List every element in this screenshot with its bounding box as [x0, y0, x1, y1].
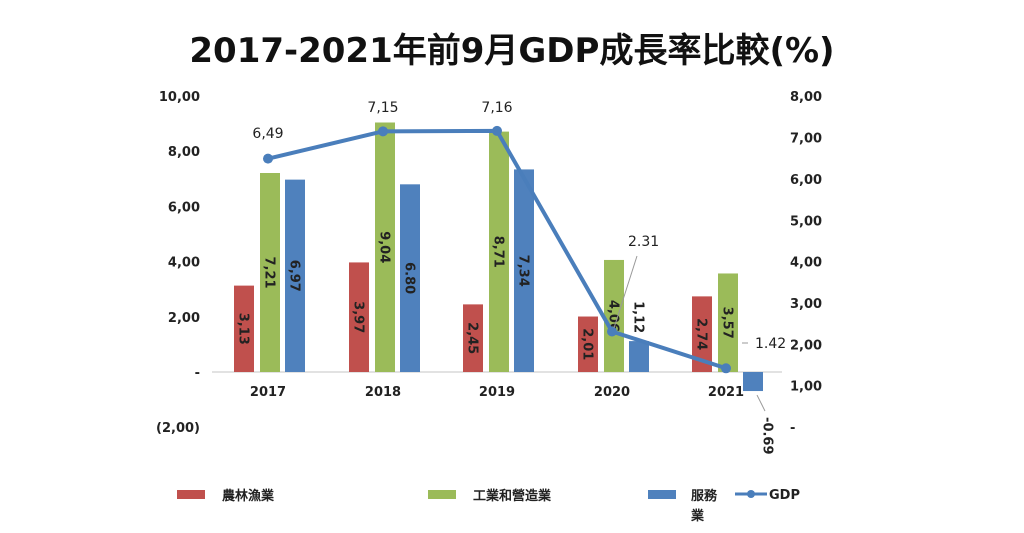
gdp-data-label: 7,16: [481, 100, 512, 116]
bar-data-label: -0.69: [760, 417, 775, 454]
legend-label: 工業和營造業: [473, 488, 552, 504]
chart-title: 2017-2021年前9月GDP成長率比較(%): [189, 31, 834, 71]
legend-label: 服務: [691, 488, 718, 504]
bar-服務業: [285, 179, 305, 372]
gdp-point: [263, 153, 273, 164]
bar-服務業: [629, 341, 649, 372]
leader-line: [613, 255, 638, 329]
gdp-data-label: 2.31: [628, 234, 659, 250]
right-axis-tick: 5,00: [790, 214, 822, 229]
right-axis-tick: 8,00: [790, 90, 822, 105]
x-axis-tick: 2020: [594, 385, 630, 400]
bar-工業和營造業: [604, 259, 624, 372]
legend-marker: [747, 490, 755, 498]
bar-服務業: [400, 184, 420, 372]
bar-農林漁業: [463, 304, 483, 372]
bar-data-label: 3,97: [351, 301, 366, 333]
bar-工業和營造業: [489, 131, 509, 372]
bar-data-label: 7,34: [516, 255, 531, 287]
bar-data-label: 1,12: [631, 301, 646, 333]
bar-data-label: 8,71: [491, 236, 506, 268]
right-axis-tick: 2,00: [790, 338, 822, 353]
x-axis-tick: 2018: [365, 385, 401, 400]
gdp-data-label: 6,49: [252, 126, 283, 142]
bar-data-label: 2,01: [580, 328, 595, 360]
bar-工業和營造業: [260, 173, 280, 372]
left-axis-tick: 4,00: [168, 256, 200, 271]
bar-data-label: 3,57: [720, 307, 735, 339]
bar-農林漁業: [349, 262, 369, 372]
bar-data-label: 7,21: [262, 256, 277, 288]
bar-data-label: 9,04: [377, 231, 392, 263]
bar-data-label: 3,13: [236, 313, 251, 345]
left-axis-tick: (2,00): [156, 421, 200, 436]
bar-data-label: 2,45: [465, 322, 480, 354]
left-axis-tick: 10,00: [159, 90, 200, 105]
bar-data-label: 6.80: [402, 262, 417, 294]
right-axis-tick: 4,00: [790, 256, 822, 271]
gdp-point: [492, 125, 502, 136]
legend-label: 農林漁業: [222, 488, 275, 504]
left-axis-tick: 6,00: [168, 200, 200, 215]
left-axis-tick: -: [195, 366, 200, 381]
right-axis-tick: -: [790, 421, 795, 436]
legend-swatch: [648, 490, 676, 499]
bar-農林漁業: [234, 285, 254, 372]
bar-工業和營造業: [718, 273, 738, 372]
bar-服務業: [743, 372, 763, 392]
x-axis-tick: 2019: [479, 385, 515, 400]
gdp-point: [607, 326, 617, 337]
gdp-point: [378, 126, 388, 137]
leader-line: [756, 394, 766, 412]
x-axis-tick: 2017: [250, 385, 286, 400]
right-axis-tick: 1,00: [790, 380, 822, 395]
bar-服務業: [514, 169, 534, 372]
legend-label: 業: [690, 508, 705, 524]
bar-data-label: 6,97: [287, 260, 302, 292]
legend-label: GDP: [769, 488, 800, 503]
gdp-data-label: 7,15: [367, 100, 398, 116]
bar-data-label: 2,74: [694, 318, 709, 350]
legend-swatch: [177, 490, 205, 499]
right-axis-tick: 7,00: [790, 132, 822, 147]
bar-工業和營造業: [375, 122, 395, 372]
gdp-data-label: 1.42: [755, 336, 786, 352]
x-axis-tick: 2021: [708, 385, 744, 400]
left-axis-tick: 2,00: [168, 311, 200, 326]
bar-農林漁業: [578, 316, 598, 372]
gdp-point: [721, 363, 731, 374]
legend-swatch: [428, 490, 456, 499]
left-axis-tick: 8,00: [168, 145, 200, 160]
bar-農林漁業: [692, 296, 712, 372]
right-axis-tick: 3,00: [790, 297, 822, 312]
right-axis-tick: 6,00: [790, 173, 822, 188]
